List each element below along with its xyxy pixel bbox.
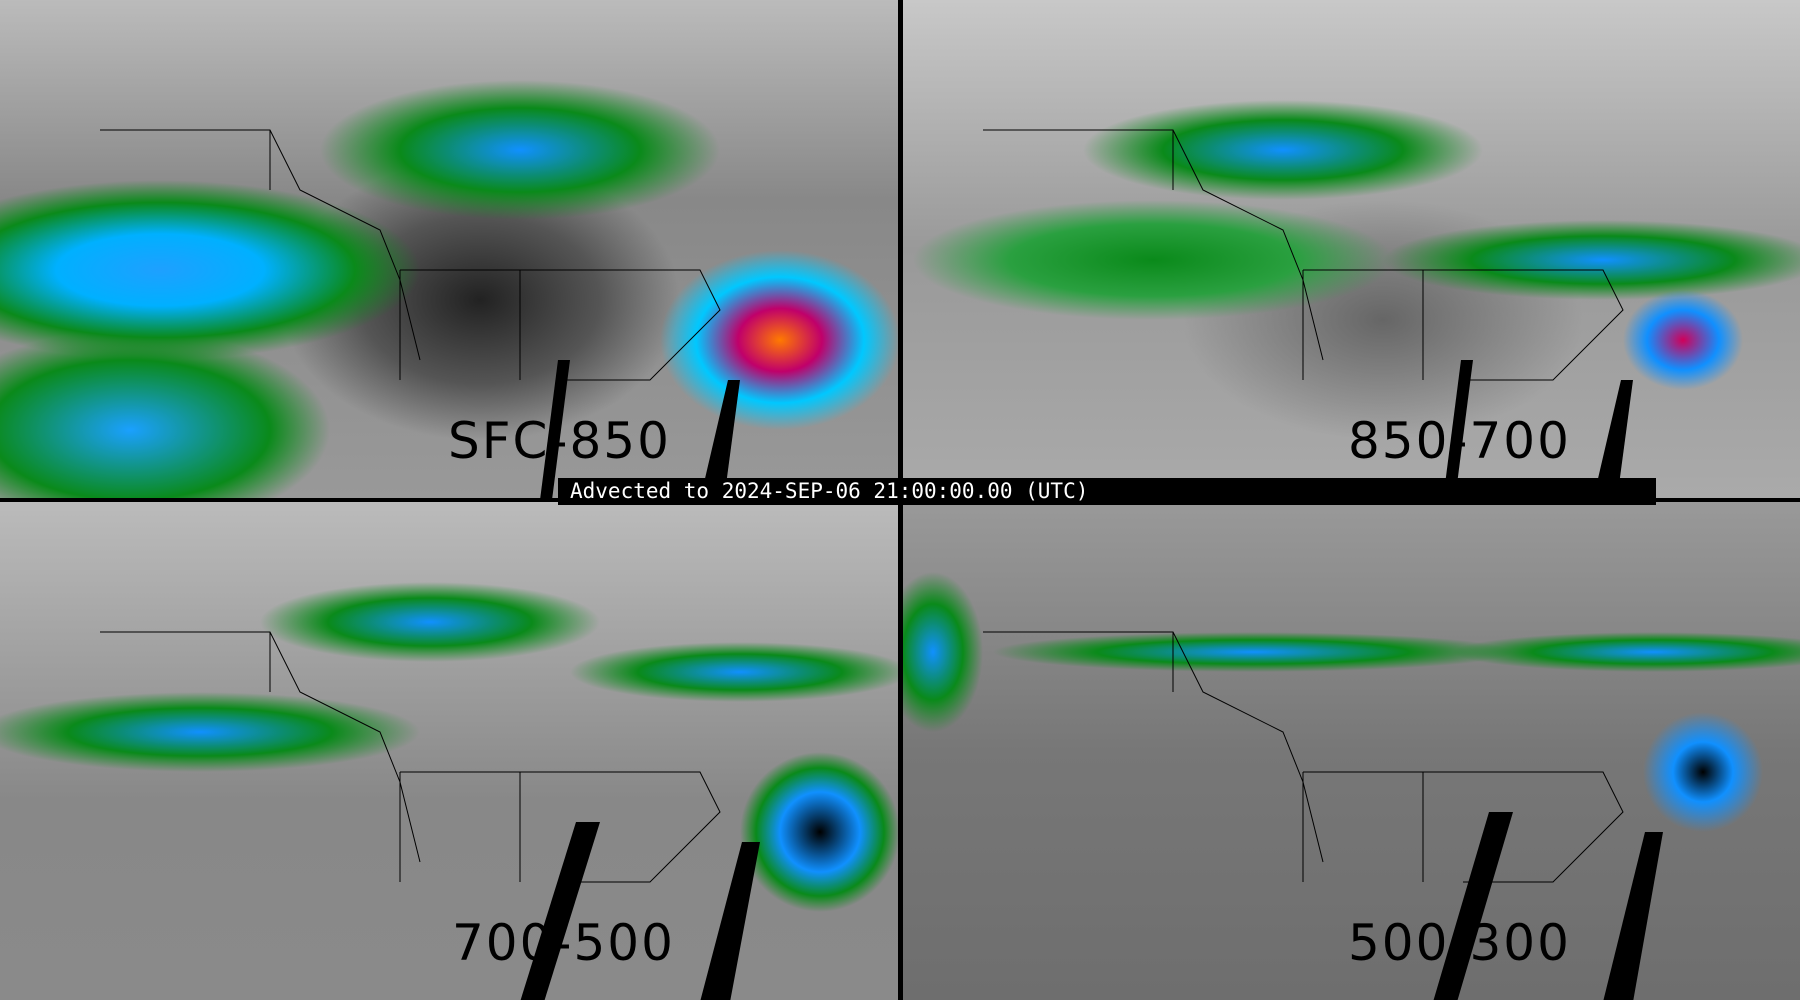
layer-label: 500-300 (1348, 914, 1571, 972)
coastlines (100, 631, 721, 883)
timestamp-banner: Advected to 2024-SEP-06 21:00:00.00 (UTC… (558, 478, 1656, 505)
map-panel-850-700: 850-700 (903, 0, 1800, 498)
map-panel-700-500: 700-500 (0, 502, 898, 1000)
map-panel-sfc-850: SFC-850 (0, 0, 898, 498)
moisture-field (0, 0, 898, 498)
layer-label: 850-700 (1348, 412, 1571, 470)
moisture-field (0, 502, 898, 1000)
map-panel-500-300: 500-300 (903, 502, 1800, 1000)
moisture-field (903, 0, 1800, 498)
layer-label: 700-500 (452, 914, 675, 972)
coastlines (983, 631, 1624, 883)
layer-label: SFC-850 (448, 412, 671, 470)
coastlines (100, 129, 721, 381)
moisture-field (903, 502, 1800, 1000)
coastlines (983, 129, 1624, 381)
